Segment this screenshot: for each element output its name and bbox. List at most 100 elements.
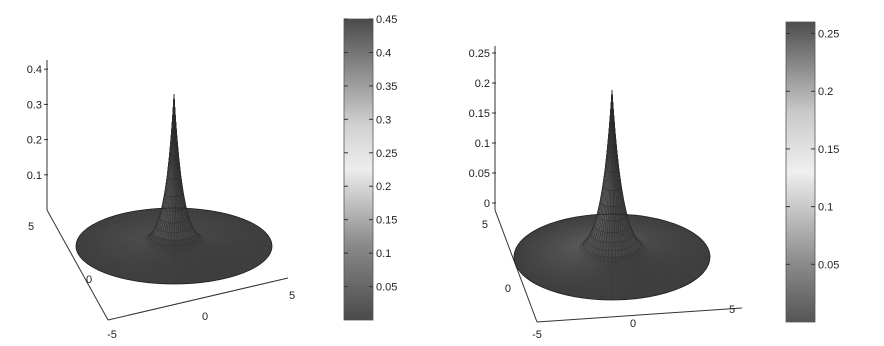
x-tick-label: 0: [630, 318, 636, 330]
surface-patch: [686, 252, 693, 258]
surface-patch: [227, 242, 234, 246]
surface-patch: [611, 232, 615, 243]
surface-patch: [670, 256, 677, 261]
surface-patch: [104, 245, 111, 250]
surface-patch: [602, 286, 613, 290]
surface-patch: [173, 270, 184, 274]
surface-patch: [93, 241, 100, 247]
surface-patch: [173, 232, 177, 241]
surface-patch: [675, 256, 682, 261]
surface-patch: [171, 222, 175, 233]
surface-patch: [519, 256, 527, 263]
surface-mesh-1: [75, 93, 273, 285]
colorbar-tick-label: 0.2: [818, 86, 833, 98]
surface-patch: [697, 251, 705, 258]
surface-patch: [616, 261, 622, 268]
z-tick-label: 0.05: [469, 168, 490, 180]
surface-patch: [611, 190, 614, 207]
surface-patch: [604, 279, 613, 283]
surface-patch: [536, 256, 544, 262]
surface-patch: [104, 242, 111, 247]
surface-patch: [611, 286, 622, 290]
surface-patch: [611, 276, 620, 280]
surface-patch: [173, 179, 176, 197]
z-tick-label: 0.25: [469, 48, 490, 60]
z-tick-label: 0.4: [27, 64, 42, 76]
x-tick-label: 5: [289, 290, 295, 302]
surface-patch: [237, 245, 244, 250]
surface-patch: [248, 241, 255, 247]
colorbar-2-ticks: 0.05 0.1 0.15 0.2 0.25: [786, 29, 839, 271]
surface-patch: [178, 253, 184, 258]
surface-patch: [611, 132, 613, 153]
x-tick-label: 5: [729, 304, 735, 316]
z-tick-label: 0.2: [27, 135, 42, 147]
surface-patch: [605, 270, 613, 275]
surface-patch: [605, 273, 613, 278]
surface-patch: [259, 245, 267, 251]
surface-patch: [703, 251, 711, 258]
surface-patch: [697, 256, 705, 263]
surface-patch: [173, 210, 177, 224]
colorbar-tick-label: 0.25: [376, 148, 397, 160]
surface-patch: [164, 270, 175, 274]
surface-patch: [172, 160, 175, 180]
surface-patch: [542, 252, 549, 257]
colorbar-tick-label: 0.45: [376, 14, 397, 26]
surface-patch: [611, 281, 621, 285]
surface-patch: [248, 245, 255, 251]
surface-patch: [675, 252, 682, 257]
surface-patch: [242, 245, 250, 250]
surface-patch: [173, 139, 175, 161]
surface-patch: [242, 242, 250, 247]
surface-patch: [87, 245, 95, 251]
surface-patch: [172, 179, 175, 197]
surface-patch: [167, 262, 175, 265]
surface-patch: [547, 252, 554, 257]
surface-patch: [525, 256, 533, 263]
surface-patch: [173, 240, 178, 247]
surface-patch: [604, 276, 613, 280]
surface-patch: [98, 245, 106, 250]
axes-box-1: [46, 60, 289, 321]
surface-patch: [603, 281, 613, 285]
surface-patch: [171, 232, 175, 241]
surface-patch: [615, 256, 621, 263]
surface-patch: [253, 245, 261, 251]
surface-patch: [81, 241, 89, 247]
z-tick-label: 0.2: [475, 78, 490, 90]
surface-patch: [610, 190, 613, 207]
surface-patch: [531, 252, 538, 258]
surface-patch: [166, 264, 175, 267]
surface-patch: [166, 266, 175, 269]
surface-rim: [75, 207, 273, 285]
surface-patch: [164, 253, 170, 258]
surface-patch: [177, 250, 183, 255]
colorbar-tick-label: 0.15: [818, 144, 839, 156]
surface-patch: [607, 256, 613, 263]
surface-patch: [173, 196, 176, 212]
surface-patch: [173, 257, 180, 261]
surface-patch: [602, 261, 608, 268]
colorbar-tick-label: 0.25: [818, 29, 839, 41]
z-tick-label: 0.15: [469, 108, 490, 120]
surface-patch: [75, 240, 83, 247]
surface-patch: [173, 262, 181, 265]
surface-patch: [173, 245, 178, 251]
surface-patch: [173, 259, 181, 263]
surface-patch: [98, 242, 106, 247]
surface-patch: [611, 262, 617, 268]
colorbar-1-scale: [343, 18, 374, 321]
surface-patch: [259, 241, 267, 247]
surface-patch: [167, 259, 175, 263]
surface-patch: [173, 222, 177, 233]
y-tick-label: 5: [482, 219, 488, 231]
surface-patch: [611, 266, 618, 271]
surface-patch: [616, 266, 623, 271]
surface-patch: [547, 256, 554, 261]
z-tick-label: 0.3: [27, 99, 42, 111]
surface-patch: [611, 256, 617, 263]
surface-patch: [513, 251, 521, 258]
z-tick-label: 0.1: [27, 170, 42, 182]
